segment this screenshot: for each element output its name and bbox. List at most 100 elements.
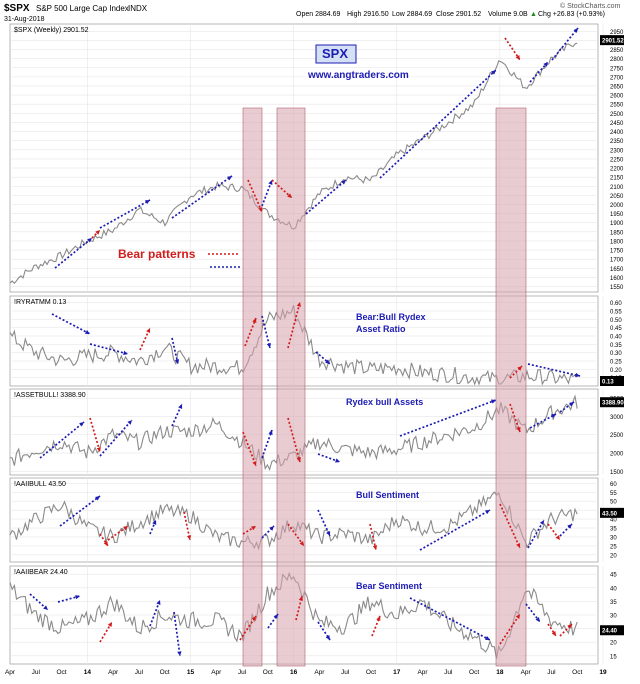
bull-arrow bbox=[527, 519, 545, 549]
y-tick-label: 1750 bbox=[610, 249, 624, 255]
y-tick-label: 50 bbox=[610, 500, 617, 506]
bear-arrow bbox=[509, 365, 523, 379]
bull-arrow-head bbox=[273, 614, 278, 619]
stockcharts-credit: © StockCharts.com bbox=[560, 2, 621, 10]
y-tick-label: 45 bbox=[610, 573, 617, 579]
bear-arrow-head bbox=[107, 622, 112, 627]
bear-arrow bbox=[183, 511, 191, 541]
bull-arrow bbox=[261, 525, 275, 539]
last-value-box bbox=[600, 397, 624, 408]
bull-arrow bbox=[529, 61, 549, 83]
last-value-label: 2901.52 bbox=[602, 39, 624, 45]
x-tick-label: Jul bbox=[444, 669, 453, 676]
bull-arrow bbox=[399, 399, 497, 437]
panel-legend: $SPX (Weekly) 2901.52 bbox=[14, 27, 89, 34]
bull-arrow bbox=[89, 343, 129, 355]
panel-annotation: Bear:Bull Rydex bbox=[356, 312, 426, 322]
y-tick-label: 2450 bbox=[610, 121, 624, 127]
y-tick-label: 2500 bbox=[610, 433, 624, 439]
bear-arrow-head bbox=[372, 545, 378, 550]
bear-arrow-head bbox=[296, 457, 301, 462]
bull-arrow bbox=[39, 421, 85, 459]
bull-arrow-head bbox=[227, 176, 232, 181]
bull-arrow bbox=[261, 429, 273, 459]
y-tick-label: 0.45 bbox=[610, 326, 622, 332]
y-tick-label: 20 bbox=[610, 553, 617, 559]
bear-arrow-head bbox=[376, 616, 381, 621]
bear-arrow bbox=[271, 179, 293, 199]
y-tick-label: 35 bbox=[610, 600, 617, 606]
volume-value: Volume 9.0B bbox=[488, 11, 528, 18]
bull-arrow-head bbox=[178, 404, 183, 409]
bear-arrow-head bbox=[252, 461, 257, 466]
bull-arrow-head bbox=[127, 420, 132, 425]
bear-patterns-label: Bear patterns bbox=[118, 247, 196, 261]
bull-arrow bbox=[99, 419, 133, 457]
y-tick-label: 0.50 bbox=[610, 318, 622, 324]
bull-arrow-head bbox=[325, 359, 330, 364]
bear-arrow bbox=[244, 317, 257, 347]
bear-arrow bbox=[509, 403, 521, 433]
bull-arrow bbox=[267, 613, 279, 629]
bear-arrow-head bbox=[567, 624, 572, 629]
bull-arrow bbox=[59, 495, 101, 527]
last-value-label: 0.13 bbox=[602, 380, 614, 386]
bear-arrow-head bbox=[515, 614, 520, 619]
bear-arrow-head bbox=[516, 543, 521, 548]
bear-arrow-head bbox=[123, 526, 128, 531]
bull-arrow-head bbox=[539, 520, 544, 525]
bull-arrow bbox=[409, 597, 491, 641]
y-tick-label: 60 bbox=[610, 482, 617, 488]
bull-arrow-head bbox=[485, 510, 490, 515]
bull-arrow-head bbox=[268, 180, 273, 185]
y-tick-label: 2950 bbox=[610, 30, 624, 36]
bear-arrow-head bbox=[287, 193, 292, 198]
y-tick-label: 2250 bbox=[610, 157, 624, 163]
y-tick-label: 1600 bbox=[610, 276, 624, 282]
bear-arrow-head bbox=[146, 328, 151, 333]
bull-arrow bbox=[529, 413, 557, 429]
y-tick-label: 1900 bbox=[610, 221, 624, 227]
y-tick-label: 2050 bbox=[610, 194, 624, 200]
bear-arrow-head bbox=[258, 207, 263, 212]
bear-arrow-head bbox=[95, 230, 100, 235]
y-tick-label: 2200 bbox=[610, 167, 624, 173]
bear-arrow-head bbox=[516, 427, 521, 432]
bull-arrow bbox=[99, 199, 151, 229]
y-tick-label: 15 bbox=[610, 654, 617, 660]
bull-arrow-head bbox=[485, 635, 490, 640]
y-tick-label: 2150 bbox=[610, 176, 624, 182]
bull-arrow-head bbox=[95, 496, 100, 501]
y-tick-label: 2600 bbox=[610, 94, 624, 100]
bull-arrow-head bbox=[491, 70, 496, 75]
x-tick-label: Jul bbox=[135, 669, 144, 676]
bull-arrow-head bbox=[535, 617, 540, 622]
bull-arrow-head bbox=[491, 399, 496, 404]
x-tick-label: Oct bbox=[469, 669, 479, 676]
bull-arrow-head bbox=[269, 526, 274, 531]
y-tick-label: 0.55 bbox=[610, 310, 622, 316]
x-tick-label: Apr bbox=[314, 669, 325, 676]
y-tick-label: 1850 bbox=[610, 230, 624, 236]
x-tick-label: 17 bbox=[393, 669, 401, 676]
panel-legend: !ASSETBULL! 3388.90 bbox=[14, 392, 86, 399]
x-tick-label: 14 bbox=[84, 669, 92, 676]
y-tick-label: 40 bbox=[610, 518, 617, 524]
panel-annotation: Bull Sentiment bbox=[356, 490, 419, 500]
y-tick-label: 25 bbox=[610, 544, 617, 550]
panel-legend: !RYRATMM 0.13 bbox=[14, 299, 66, 306]
bear-arrow-head bbox=[555, 535, 560, 540]
y-tick-label: 2400 bbox=[610, 130, 624, 136]
x-tick-label: Oct bbox=[160, 669, 170, 676]
bull-arrow-head bbox=[174, 359, 180, 364]
bear-arrow-head bbox=[252, 318, 257, 323]
bull-arrow-head bbox=[341, 180, 346, 185]
x-tick-label: Jul bbox=[341, 669, 350, 676]
bull-arrow bbox=[559, 523, 573, 537]
bull-arrow bbox=[527, 363, 581, 377]
bull-arrow-head bbox=[79, 422, 84, 427]
bull-arrow-head bbox=[335, 458, 340, 463]
y-tick-label: 1550 bbox=[610, 285, 624, 291]
bull-arrow bbox=[317, 509, 331, 537]
y-tick-label: 1650 bbox=[610, 267, 624, 273]
